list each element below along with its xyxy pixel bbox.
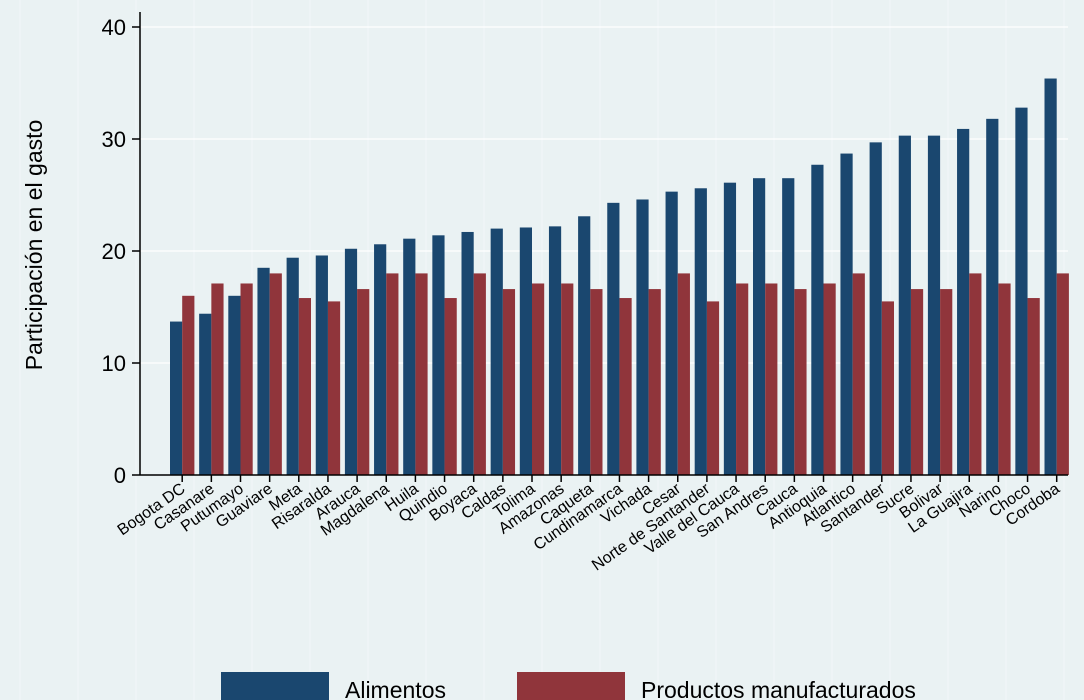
bar-manufacturados: [736, 283, 749, 475]
bar-alimentos: [461, 231, 474, 475]
bar-alimentos: [578, 216, 591, 475]
bar-manufacturados: [910, 289, 924, 475]
axes: [132, 12, 1068, 482]
bar-manufacturados: [415, 273, 428, 475]
bar-alimentos: [548, 226, 562, 475]
bar-manufacturados: [211, 283, 224, 475]
legend-swatch-manufacturados: [517, 672, 625, 700]
bar-manufacturados: [940, 289, 953, 475]
bar-alimentos: [636, 199, 649, 476]
y-tick-label: 0: [114, 463, 126, 488]
bar-alimentos: [957, 128, 970, 476]
bar-manufacturados: [269, 273, 282, 475]
bar-manufacturados: [327, 301, 341, 475]
bar-manufacturados: [619, 298, 632, 475]
bar-manufacturados: [706, 301, 720, 475]
bar-alimentos: [723, 182, 737, 475]
bar-manufacturados: [852, 273, 865, 475]
legend-label-manufacturados: Productos manufacturados: [641, 677, 916, 700]
bar-manufacturados: [473, 273, 486, 475]
bar-alimentos: [927, 135, 941, 475]
y-tick-label: 30: [102, 127, 126, 152]
bar-manufacturados: [502, 289, 516, 475]
y-tick-label: 20: [102, 239, 126, 264]
bar-alimentos: [199, 313, 212, 475]
bar-alimentos: [432, 235, 445, 475]
bar-manufacturados: [357, 289, 370, 475]
legend-swatch-alimentos: [221, 672, 329, 700]
bar-manufacturados: [532, 283, 545, 475]
bar-alimentos: [344, 248, 358, 475]
bar-manufacturados: [794, 289, 807, 475]
bar-manufacturados: [765, 283, 778, 475]
bar-alimentos: [607, 202, 620, 475]
bar-manufacturados: [298, 298, 311, 475]
bar-manufacturados: [561, 283, 574, 475]
bar-manufacturados: [182, 295, 195, 475]
bar-manufacturados: [1056, 273, 1069, 475]
y-tick-labels: 0 10 20 30 40: [102, 15, 126, 488]
y-tick-label: 40: [102, 15, 126, 40]
bar-alimentos: [869, 142, 882, 476]
bar-alimentos: [403, 238, 416, 475]
bar-alimentos: [665, 191, 678, 475]
bar-alimentos: [811, 164, 824, 475]
bar-manufacturados: [648, 289, 661, 475]
bar-alimentos: [374, 244, 387, 475]
bars: [170, 78, 1069, 476]
bar-alimentos: [519, 227, 532, 475]
bar-alimentos: [490, 228, 503, 475]
bar-alimentos: [228, 295, 241, 475]
legend: Alimentos Productos manufacturados: [221, 672, 916, 700]
bar-manufacturados: [1027, 298, 1040, 475]
bar-manufacturados: [444, 298, 457, 475]
bar-manufacturados: [590, 289, 603, 475]
bar-manufacturados: [386, 273, 399, 475]
y-axis-title: Participación en el gasto: [21, 120, 47, 371]
bar-alimentos: [315, 255, 328, 475]
bar-alimentos: [170, 321, 183, 475]
bar-alimentos: [753, 178, 766, 475]
bar-alimentos: [1015, 107, 1028, 475]
bar-alimentos: [986, 118, 999, 475]
bar-alimentos: [257, 267, 270, 475]
y-tick-label: 10: [102, 351, 126, 376]
bar-manufacturados: [998, 283, 1011, 475]
bar-alimentos: [286, 257, 299, 475]
bar-manufacturados: [240, 283, 253, 475]
bar-manufacturados: [677, 273, 690, 475]
legend-label-alimentos: Alimentos: [345, 677, 446, 700]
bar-alimentos: [782, 178, 795, 475]
bar-alimentos: [1044, 78, 1057, 476]
bar-manufacturados: [823, 283, 836, 475]
bar-manufacturados: [969, 273, 982, 475]
bar-alimentos: [840, 153, 853, 475]
bar-manufacturados: [881, 301, 894, 475]
bar-alimentos: [694, 188, 707, 475]
bar-alimentos: [898, 135, 911, 475]
